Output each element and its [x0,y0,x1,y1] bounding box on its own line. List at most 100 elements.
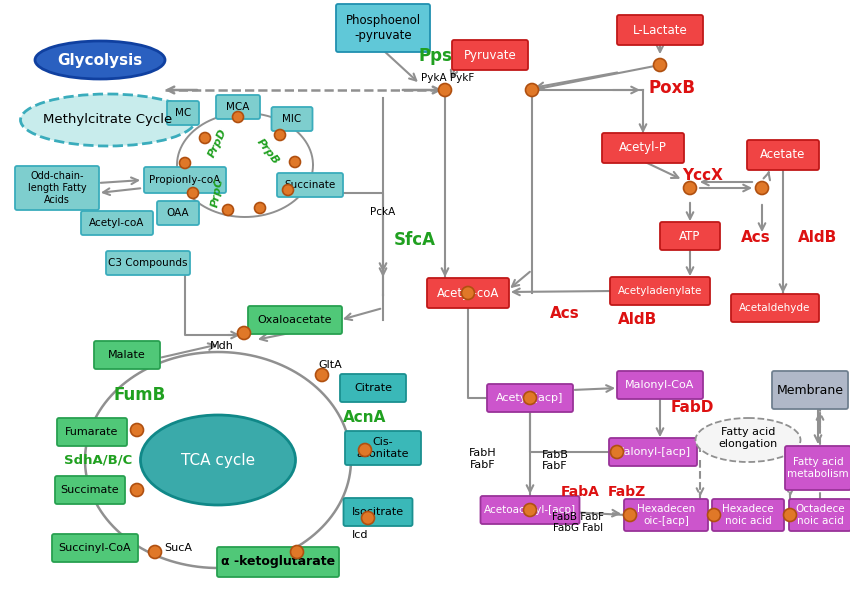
Text: Acetoacetyl-[acp]: Acetoacetyl-[acp] [484,505,576,515]
Text: GltA: GltA [318,360,342,370]
Ellipse shape [140,415,296,505]
Circle shape [707,508,721,521]
Circle shape [624,508,637,521]
Text: AldB: AldB [618,313,658,327]
Text: Oxaloacetate: Oxaloacetate [258,315,332,325]
Text: Acetyladenylate: Acetyladenylate [618,286,702,296]
Text: ATP: ATP [679,230,700,243]
Circle shape [254,203,265,213]
Text: Malonyl-[acp]: Malonyl-[acp] [615,447,691,457]
Circle shape [200,133,211,144]
Text: Acetyl-P: Acetyl-P [619,141,667,154]
Text: FabZ: FabZ [608,485,646,499]
Text: PoxB: PoxB [649,79,695,97]
Circle shape [683,181,696,194]
Text: AldB: AldB [798,230,837,246]
FancyBboxPatch shape [452,40,528,70]
Text: FabF: FabF [470,460,496,470]
FancyBboxPatch shape [624,499,708,531]
Circle shape [188,187,199,198]
Text: Isocitrate: Isocitrate [352,507,404,517]
Text: SucA: SucA [164,543,192,553]
Text: PrpB: PrpB [255,137,281,167]
FancyBboxPatch shape [336,4,430,52]
Text: YccX: YccX [683,167,723,183]
FancyBboxPatch shape [217,547,339,577]
FancyBboxPatch shape [248,306,342,334]
Circle shape [233,111,243,123]
FancyBboxPatch shape [731,294,819,322]
Text: FabF: FabF [542,461,568,471]
Text: Acs: Acs [741,230,771,246]
Text: C3 Compounds: C3 Compounds [108,258,188,268]
Text: Propionly-coA: Propionly-coA [150,175,221,185]
Circle shape [290,157,301,167]
FancyBboxPatch shape [106,251,190,275]
FancyBboxPatch shape [94,341,160,369]
FancyBboxPatch shape [772,371,848,409]
Text: Mdh: Mdh [210,341,234,351]
Circle shape [756,181,768,194]
FancyBboxPatch shape [345,431,421,465]
Text: Odd-chain-
length Fatty
Acids: Odd-chain- length Fatty Acids [28,171,87,204]
Circle shape [131,484,144,497]
Text: Citrate: Citrate [354,383,392,393]
Text: FabH: FabH [469,448,496,458]
Circle shape [784,508,796,521]
Text: Cis-
aconitate: Cis- aconitate [357,437,409,459]
Text: FabB: FabB [541,450,569,460]
Ellipse shape [20,94,196,146]
Text: MCA: MCA [226,102,250,112]
Text: Hexadecen
oic-[acp]: Hexadecen oic-[acp] [637,504,695,526]
Text: Acetaldehyde: Acetaldehyde [740,303,811,313]
Circle shape [439,84,451,97]
FancyBboxPatch shape [609,438,697,466]
Text: Icd: Icd [352,530,368,540]
Text: SfcA: SfcA [394,231,436,249]
FancyBboxPatch shape [427,278,509,308]
Text: Succinyl-CoA: Succinyl-CoA [59,543,131,553]
Text: FumB: FumB [114,386,166,404]
FancyBboxPatch shape [15,166,99,210]
Text: Succinate: Succinate [285,180,336,190]
Text: PykA PykF: PykA PykF [422,73,474,83]
FancyBboxPatch shape [52,534,138,562]
FancyBboxPatch shape [789,499,850,531]
FancyBboxPatch shape [216,95,260,119]
Text: AcnA: AcnA [343,411,387,425]
Text: Fatty acid
metabolism: Fatty acid metabolism [787,457,849,479]
Text: PrpC: PrpC [210,178,224,209]
Text: Malonyl-CoA: Malonyl-CoA [626,380,694,390]
FancyBboxPatch shape [617,15,703,45]
Text: Fatty acid
elongation: Fatty acid elongation [718,427,778,449]
Text: Methylcitrate Cycle: Methylcitrate Cycle [43,114,173,127]
FancyBboxPatch shape [660,222,720,250]
FancyBboxPatch shape [785,446,850,490]
Circle shape [131,423,144,436]
Text: L-Lactate: L-Lactate [632,24,688,37]
Circle shape [654,58,666,71]
Text: Pyruvate: Pyruvate [463,48,516,61]
FancyBboxPatch shape [610,277,710,305]
Text: Acetyl-coA: Acetyl-coA [437,286,499,299]
Text: Acetyl-[acp]: Acetyl-[acp] [496,393,564,403]
FancyBboxPatch shape [602,133,684,163]
Text: MIC: MIC [282,114,302,124]
Text: FabB FabF: FabB FabF [552,512,604,522]
Circle shape [361,511,375,524]
FancyBboxPatch shape [747,140,819,170]
FancyBboxPatch shape [167,101,199,125]
Circle shape [315,369,328,382]
Text: Glycolysis: Glycolysis [57,52,143,68]
Text: Acetyl-coA: Acetyl-coA [89,218,144,228]
Circle shape [223,204,234,216]
FancyBboxPatch shape [57,418,127,446]
Circle shape [237,326,251,339]
Text: Succimate: Succimate [60,485,119,495]
FancyBboxPatch shape [271,107,313,131]
Text: PckA: PckA [371,207,395,217]
Text: FabA: FabA [560,485,599,499]
FancyBboxPatch shape [277,173,343,197]
Circle shape [524,392,536,405]
FancyBboxPatch shape [340,374,406,402]
